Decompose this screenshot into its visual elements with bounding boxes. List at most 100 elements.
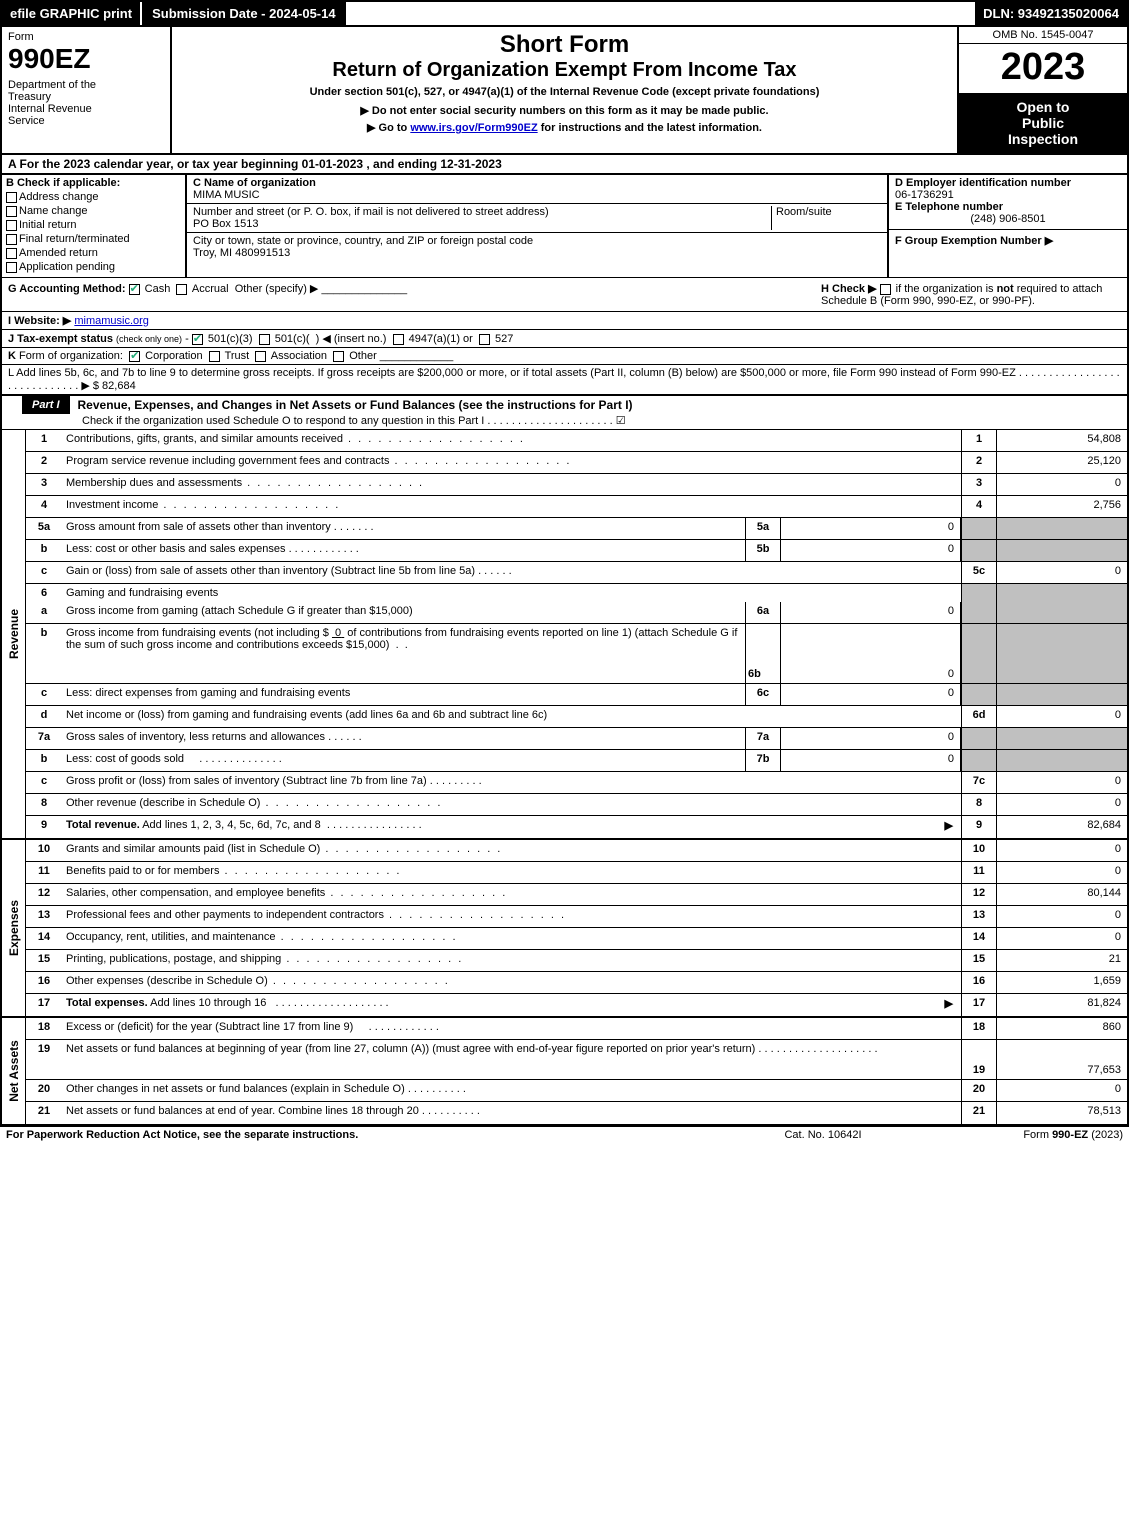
city-cell: City or town, state or province, country…: [187, 233, 887, 261]
city-value: Troy, MI 480991513: [193, 247, 290, 259]
info-grid: B Check if applicable: Address change Na…: [0, 175, 1129, 278]
line-15: 15 Printing, publications, postage, and …: [26, 950, 1127, 972]
check-accrual[interactable]: [176, 284, 187, 295]
h-label: H Check ▶: [821, 283, 877, 295]
line-19: 19 Net assets or fund balances at beginn…: [26, 1040, 1127, 1080]
catalog-number: Cat. No. 10642I: [723, 1129, 923, 1141]
section-def: D Employer identification number 06-1736…: [887, 175, 1127, 277]
cash-label: Cash: [145, 283, 171, 295]
top-bar: efile GRAPHIC print Submission Date - 20…: [0, 0, 1129, 25]
line-1: 1 Contributions, gifts, grants, and simi…: [26, 430, 1127, 452]
revenue-section: Revenue 1 Contributions, gifts, grants, …: [0, 430, 1129, 840]
check-501c3[interactable]: [192, 334, 203, 345]
org-name-value: MIMA MUSIC: [193, 189, 260, 201]
line-16: 16 Other expenses (describe in Schedule …: [26, 972, 1127, 994]
line-18: 18 Excess or (deficit) for the year (Sub…: [26, 1018, 1127, 1040]
line-11: 11 Benefits paid to or for members 11 0: [26, 862, 1127, 884]
telephone-value: (248) 906-8501: [895, 213, 1121, 225]
row-i-website: I Website: ▶ mimamusic.org: [0, 312, 1129, 330]
goto-note: ▶ Go to www.irs.gov/Form990EZ for instru…: [180, 121, 949, 134]
row-gh: G Accounting Method: Cash Accrual Other …: [0, 278, 1129, 312]
check-schedule-b[interactable]: [880, 284, 891, 295]
line-5b: b Less: cost or other basis and sales ex…: [26, 540, 1127, 562]
line-17: 17 Total expenses. Add lines 10 through …: [26, 994, 1127, 1016]
expenses-section: Expenses 10 Grants and similar amounts p…: [0, 840, 1129, 1018]
expenses-vertical-label: Expenses: [2, 840, 26, 1016]
page-footer: For Paperwork Reduction Act Notice, see …: [0, 1126, 1129, 1143]
org-name-label: C Name of organization: [193, 177, 316, 189]
header-left: Form 990EZ Department of theTreasuryInte…: [2, 27, 172, 153]
check-other-org[interactable]: [333, 351, 344, 362]
city-label: City or town, state or province, country…: [193, 235, 533, 247]
form-number: 990EZ: [8, 43, 164, 75]
section-c: C Name of organization MIMA MUSIC Number…: [187, 175, 887, 277]
check-501c[interactable]: [259, 334, 270, 345]
line-14: 14 Occupancy, rent, utilities, and maint…: [26, 928, 1127, 950]
efile-print-label[interactable]: efile GRAPHIC print: [2, 2, 140, 25]
street-label: Number and street (or P. O. box, if mail…: [193, 206, 549, 218]
check-association[interactable]: [255, 351, 266, 362]
line-7a: 7a Gross sales of inventory, less return…: [26, 728, 1127, 750]
part-1-title: Revenue, Expenses, and Changes in Net As…: [70, 396, 641, 414]
irs-link[interactable]: www.irs.gov/Form990EZ: [410, 122, 537, 134]
net-assets-section: Net Assets 18 Excess or (deficit) for th…: [0, 1018, 1129, 1126]
line-7b: b Less: cost of goods sold . . . . . . .…: [26, 750, 1127, 772]
header-center: Short Form Return of Organization Exempt…: [172, 27, 957, 153]
website-label: I Website: ▶: [8, 315, 71, 327]
check-amended-return[interactable]: Amended return: [6, 247, 181, 259]
line-6a: a Gross income from gaming (attach Sched…: [26, 602, 1127, 624]
line-9: 9 Total revenue. Add lines 1, 2, 3, 4, 5…: [26, 816, 1127, 838]
org-name-cell: C Name of organization MIMA MUSIC: [187, 175, 887, 204]
section-b: B Check if applicable: Address change Na…: [2, 175, 187, 277]
check-address-change[interactable]: Address change: [6, 191, 181, 203]
line-12: 12 Salaries, other compensation, and emp…: [26, 884, 1127, 906]
ssn-note: ▶ Do not enter social security numbers o…: [180, 104, 949, 117]
check-trust[interactable]: [209, 351, 220, 362]
part-1-label: Part I: [22, 396, 70, 414]
line-20: 20 Other changes in net assets or fund b…: [26, 1080, 1127, 1102]
part-1-header: Part I Revenue, Expenses, and Changes in…: [0, 396, 1129, 430]
open-inspection-badge: Open toPublicInspection: [959, 93, 1127, 153]
department-label: Department of theTreasuryInternal Revenu…: [8, 79, 164, 127]
line-10: 10 Grants and similar amounts paid (list…: [26, 840, 1127, 862]
tax-year: 2023: [959, 44, 1127, 91]
check-application-pending[interactable]: Application pending: [6, 261, 181, 273]
check-initial-return[interactable]: Initial return: [6, 219, 181, 231]
under-section-text: Under section 501(c), 527, or 4947(a)(1)…: [180, 86, 949, 98]
line-4: 4 Investment income 4 2,756: [26, 496, 1127, 518]
line-3: 3 Membership dues and assessments 3 0: [26, 474, 1127, 496]
return-title: Return of Organization Exempt From Incom…: [180, 59, 949, 82]
row-l-gross-receipts: L Add lines 5b, 6c, and 7b to line 9 to …: [0, 365, 1129, 396]
room-label: Room/suite: [776, 206, 832, 218]
check-527[interactable]: [479, 334, 490, 345]
net-assets-vertical-label: Net Assets: [2, 1018, 26, 1124]
street-value: PO Box 1513: [193, 218, 258, 230]
check-name-change[interactable]: Name change: [6, 205, 181, 217]
ein-label: D Employer identification number: [895, 177, 1121, 189]
line-21: 21 Net assets or fund balances at end of…: [26, 1102, 1127, 1124]
dln-label: DLN: 93492135020064: [975, 2, 1127, 25]
line-6c: c Less: direct expenses from gaming and …: [26, 684, 1127, 706]
line-2: 2 Program service revenue including gove…: [26, 452, 1127, 474]
row-l-text: L Add lines 5b, 6c, and 7b to line 9 to …: [8, 367, 1120, 392]
omb-number: OMB No. 1545-0047: [959, 27, 1127, 44]
website-link[interactable]: mimamusic.org: [74, 315, 149, 327]
revenue-vertical-label: Revenue: [2, 430, 26, 838]
section-b-label: B Check if applicable:: [6, 177, 120, 189]
form-id-footer: Form 990-EZ (2023): [923, 1129, 1123, 1141]
check-final-return[interactable]: Final return/terminated: [6, 233, 181, 245]
check-cash[interactable]: [129, 284, 140, 295]
ein-value: 06-1736291: [895, 189, 1121, 201]
line-6d: d Net income or (loss) from gaming and f…: [26, 706, 1127, 728]
accounting-method-label: G Accounting Method:: [8, 283, 126, 295]
line-8: 8 Other revenue (describe in Schedule O)…: [26, 794, 1127, 816]
row-a-calendar-year: A For the 2023 calendar year, or tax yea…: [0, 155, 1129, 175]
telephone-label: E Telephone number: [895, 201, 1121, 213]
topbar-spacer: [346, 2, 976, 25]
group-exemption-label: F Group Exemption Number ▶: [895, 234, 1121, 247]
street-cell: Number and street (or P. O. box, if mail…: [187, 204, 887, 233]
check-corporation[interactable]: [129, 351, 140, 362]
accrual-label: Accrual: [192, 283, 229, 295]
check-4947[interactable]: [393, 334, 404, 345]
form-word: Form: [8, 31, 164, 43]
